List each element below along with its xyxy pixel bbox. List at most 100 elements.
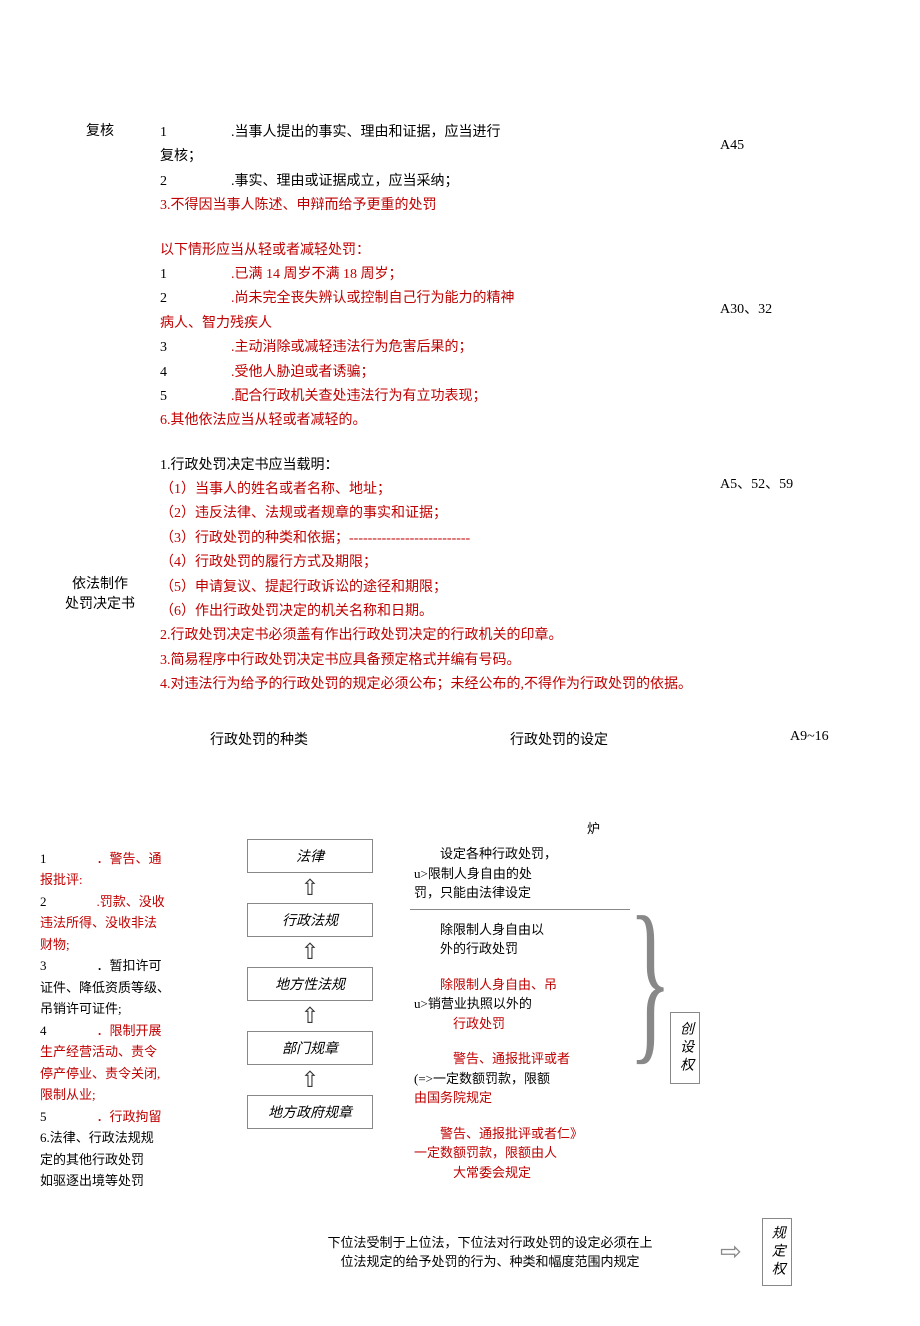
section-jueding: 依法制作 处罚决定书 1.行政处罚决定书应当载明： （1）当事人的姓名或者名称、… xyxy=(40,453,880,699)
desc-line: 除限制人身自由以 xyxy=(414,920,630,940)
title-types: 行政处罚的种类 xyxy=(210,729,510,749)
num: 5 xyxy=(40,1109,47,1124)
bottom-line: 位法规定的给予处罚的行为、种类和幅度范围内规定 xyxy=(280,1252,700,1272)
txt: .已满 14 周岁不满 18 周岁； xyxy=(231,267,403,282)
section-body: 1.行政处罚决定书应当载明： （1）当事人的姓名或者名称、地址； （2）违反法律… xyxy=(160,453,700,699)
ref-text: A30、32 xyxy=(720,298,860,318)
desc-line: u>限制人身自由的处 xyxy=(414,864,630,884)
num: 3 xyxy=(40,958,47,973)
desc-line: (=>一定数额罚款，限额 xyxy=(414,1069,630,1089)
desc-line: 行政处罚 xyxy=(414,1014,630,1034)
type-item: 4．限制开展 xyxy=(40,1021,210,1041)
type-item: 生产经营活动、责令 xyxy=(40,1042,210,1062)
num: 2 xyxy=(160,174,167,189)
hier-box-law: 法律 xyxy=(247,839,373,873)
text-line: 2.尚未完全丧失辨认或控制自己行为能力的精神 xyxy=(160,288,700,310)
up-arrow-icon: ⇧ xyxy=(301,1005,319,1027)
brace-icon: } xyxy=(628,899,671,1061)
ref-text: A9~16 xyxy=(790,729,829,749)
txt: .当事人提出的事实、理由和证据，应当进行 xyxy=(231,125,501,140)
section-conqing: 以下情形应当从轻或者减轻处罚： 1.已满 14 周岁不满 18 周岁； 2.尚未… xyxy=(40,238,880,435)
num: 1 xyxy=(160,267,167,282)
text-line: 4.对违法行为给予的行政处罚的规定必须公布；未经公布的,不得作为行政处罚的依据。 xyxy=(160,674,700,696)
section-label: 复核 xyxy=(40,120,160,220)
type-item: 5．行政拘留 xyxy=(40,1107,210,1127)
text-line: （5）申请复议、提起行政诉讼的途径和期限； xyxy=(160,577,700,599)
text-line: （1）当事人的姓名或者名称、地址； xyxy=(160,479,700,501)
desc-block: 设定各种行政处罚， u>限制人身自由的处 罚，只能由法律设定 xyxy=(410,844,630,910)
text-line: （3）行政处罚的种类和依据；-------------------------- xyxy=(160,528,700,550)
vertical-label-create: 创设权 xyxy=(670,1012,700,1084)
txt: .受他人胁迫或者诱骗； xyxy=(231,365,375,380)
text-line: （2）违反法律、法规或者规章的事实和证据； xyxy=(160,503,700,525)
text-line: 2.事实、理由或证据成立，应当采纳； xyxy=(160,171,700,193)
title-setting: 行政处罚的设定 xyxy=(510,729,710,749)
label-text: 复核 xyxy=(86,124,114,139)
txt: .配合行政机关查处违法行为有立功表现； xyxy=(231,389,487,404)
type-item: 报批评: xyxy=(40,870,210,890)
up-arrow-icon: ⇧ xyxy=(301,877,319,899)
num: 5 xyxy=(160,389,167,404)
hier-box-deptrule: 部门规章 xyxy=(247,1031,373,1065)
vlabel-wrap: 创设权 xyxy=(670,779,740,1199)
document-page: 复核 1 .当事人提出的事实、理由和证据，应当进行 复核； 2.事实、理由或证据成… xyxy=(0,0,920,1326)
text-line: （4）行政处罚的履行方式及期限； xyxy=(160,552,700,574)
label-line: 依法制作 xyxy=(40,573,160,593)
section-body: 以下情形应当从轻或者减轻处罚： 1.已满 14 周岁不满 18 周岁； 2.尚未… xyxy=(160,238,700,435)
subsection-titles: 行政处罚的种类 行政处罚的设定 A9~16 xyxy=(40,729,880,749)
type-item: 限制从业; xyxy=(40,1085,210,1105)
hierarchy-column: 法律 ⇧ 行政法规 ⇧ 地方性法规 ⇧ 部门规章 ⇧ 地方政府规章 xyxy=(210,779,410,1199)
text-line: 2.行政处罚决定书必须盖有作出行政处罚决定的行政机关的印章。 xyxy=(160,625,700,647)
bracket-column: } xyxy=(630,779,670,1199)
text-line: （6）作出行政处罚决定的机关名称和日期。 xyxy=(160,601,700,623)
type-item: 吊销许可证件; xyxy=(40,999,210,1019)
hier-box-localreg: 地方性法规 xyxy=(247,967,373,1001)
text-line: 3.简易程序中行政处罚决定书应具备预定格式并编有号码。 xyxy=(160,650,700,672)
type-item: 违法所得、没收非法 xyxy=(40,913,210,933)
desc-line: 除限制人身自由、吊 xyxy=(414,975,630,995)
type-item: 停产停业、责令关闭, xyxy=(40,1064,210,1084)
txt: ．暂扣许可 xyxy=(97,958,162,973)
desc-block: 警告、通报批评或者仁》 一定数额罚款，限额由人 大常委会规定 xyxy=(410,1124,630,1183)
desc-block: 除限制人身自由、吊 u>销营业执照以外的 行政处罚 xyxy=(410,975,630,1034)
bottom-note: 下位法受制于上位法，下位法对行政处罚的设定必须在上 位法规定的给予处罚的行为、种… xyxy=(280,1218,880,1286)
text-line: 病人、智力残疾人 xyxy=(160,313,700,335)
label-line: 处罚决定书 xyxy=(40,593,160,613)
text-line: 1 .当事人提出的事实、理由和证据，应当进行 xyxy=(160,122,700,144)
ref-col: A5、52、59 xyxy=(700,453,860,699)
type-item: 定的其他行政处罚 xyxy=(40,1150,210,1170)
desc-line: 大常委会规定 xyxy=(414,1163,630,1183)
text-line: 3.不得因当事人陈述、申辩而给予更重的处罚 xyxy=(160,195,700,217)
num: 4 xyxy=(160,365,167,380)
num: 4 xyxy=(40,1023,47,1038)
ref-col: A45 xyxy=(700,120,860,220)
text-line: 复核； xyxy=(160,146,700,168)
type-item: 财物; xyxy=(40,935,210,955)
up-arrow-icon: ⇧ xyxy=(301,941,319,963)
num: 3 xyxy=(160,340,167,355)
desc-line: 罚，只能由法律设定 xyxy=(414,883,630,903)
type-item: 2.罚款、没收 xyxy=(40,892,210,912)
desc-line: 设定各种行政处罚， xyxy=(414,844,630,864)
num: 2 xyxy=(160,291,167,306)
txt: .主动消除或减轻违法行为危害后果的； xyxy=(231,340,473,355)
ref-col: A30、32 xyxy=(700,238,860,435)
type-item: 如驱逐出境等处罚 xyxy=(40,1171,210,1191)
vertical-label-regulate: 规定权 xyxy=(762,1218,792,1286)
hier-box-adminreg: 行政法规 xyxy=(247,903,373,937)
desc-line: 由国务院规定 xyxy=(414,1088,630,1108)
desc-block: 警告、通报批评或者 (=>一定数额罚款，限额 由国务院规定 xyxy=(410,1049,630,1108)
desc-line: 外的行政处罚 xyxy=(414,939,630,959)
ref-text: A45 xyxy=(720,138,860,154)
type-item: 6.法律、行政法规规 xyxy=(40,1128,210,1148)
diagram-area: 1．警告、通 报批评: 2.罚款、没收 违法所得、没收非法 财物; 3．暂扣许可… xyxy=(40,779,880,1199)
bottom-text: 下位法受制于上位法，下位法对行政处罚的设定必须在上 位法规定的给予处罚的行为、种… xyxy=(280,1233,700,1272)
section-label: 依法制作 处罚决定书 xyxy=(40,453,160,699)
section-fuhe: 复核 1 .当事人提出的事实、理由和证据，应当进行 复核； 2.事实、理由或证据成… xyxy=(40,120,880,220)
desc-column: 炉 设定各种行政处罚， u>限制人身自由的处 罚，只能由法律设定 除限制人身自由… xyxy=(410,779,630,1199)
num: 1 xyxy=(160,125,167,140)
desc-line: 警告、通报批评或者仁》 xyxy=(414,1124,630,1144)
text-line: 4 .受他人胁迫或者诱骗； xyxy=(160,362,700,384)
text-line: 1 .已满 14 周岁不满 18 周岁； xyxy=(160,264,700,286)
desc-line: 一定数额罚款，限额由人 xyxy=(414,1143,630,1163)
